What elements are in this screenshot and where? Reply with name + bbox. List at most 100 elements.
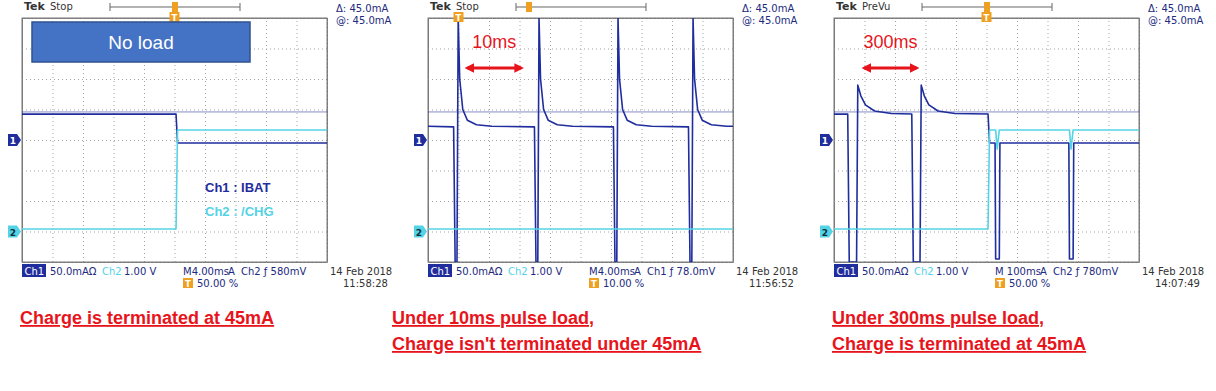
date: 14 Feb 2018: [736, 266, 798, 277]
record-bracket: [110, 3, 240, 11]
y-axis-line: [23, 19, 328, 263]
condition-label: No load: [108, 32, 174, 53]
grid-line: [22, 140, 327, 141]
graticule-frame: [22, 18, 327, 262]
trace: [834, 85, 1139, 262]
y-tick: [428, 79, 733, 80]
y-tick: [428, 201, 733, 202]
y-tick: [22, 140, 327, 141]
grid-line: [834, 110, 1139, 111]
reference-label: 2: [416, 228, 422, 238]
cursor-line: [22, 111, 327, 112]
trace: [22, 114, 327, 143]
channel-scale: 50.0mAΩ: [456, 266, 503, 277]
reference-shape: [8, 134, 21, 146]
y-tick: [22, 232, 327, 233]
y-tick: [428, 232, 733, 233]
state: PreVu: [862, 1, 890, 12]
x-tick: [865, 18, 866, 262]
grid-line: [22, 201, 327, 202]
grid-line: [642, 18, 643, 262]
reference-shape: [820, 226, 833, 238]
grid-line: [895, 18, 896, 262]
trigger-position-box: [183, 278, 193, 288]
x-tick: [1109, 18, 1110, 262]
graticule-frame: [834, 18, 1139, 262]
record-trigger-marker: [172, 2, 178, 12]
grid-line: [428, 140, 733, 141]
channel-name: Ch1: [431, 266, 451, 277]
state: Stop: [50, 1, 73, 12]
trigger-setting: Ch2 ƒ 580mV: [241, 266, 306, 277]
x-axis: [835, 18, 1140, 263]
grid-line: [428, 201, 733, 202]
timebase: M 100ms: [995, 266, 1041, 277]
y-tick: [428, 140, 733, 141]
record-trigger-marker: [984, 2, 990, 12]
trigger-setting: Ch1 ƒ 78.0mV: [647, 266, 716, 277]
reference-shape: [820, 134, 833, 146]
trigger-marker: [170, 12, 180, 22]
cursor-delta: Δ: 45.0mA: [742, 3, 794, 14]
reference-marker: 2: [8, 226, 21, 238]
trace: [834, 130, 1139, 229]
trigger-position-icon: T: [185, 279, 191, 289]
grid-line: [550, 18, 551, 262]
caption: Charge isn't terminated under 45mA: [392, 334, 701, 354]
channel-scale: 1.00 V: [124, 266, 156, 277]
brand: Tek: [24, 0, 46, 13]
x-tick: [611, 18, 612, 262]
y-tick: [22, 110, 327, 111]
trace: [428, 228, 733, 230]
scope-panel: 12TekStopTΔ: 45.0mA@: 45.0mACh150.0mAΩCh…: [414, 0, 798, 289]
channel-scale: 1.00 V: [530, 266, 562, 277]
y-tick: [22, 201, 327, 202]
y-tick: [22, 79, 327, 80]
reference-marker: 1: [414, 134, 427, 146]
caption: Under 300ms pulse load,: [832, 308, 1044, 328]
acquire-mode: A: [228, 266, 235, 277]
caption: Charge is terminated at 45mA: [20, 308, 274, 328]
trigger-position: 50.00 %: [197, 278, 238, 289]
grid-line: [22, 79, 327, 80]
y-tick: [834, 232, 1139, 233]
timebase: M4.00ms: [589, 266, 635, 277]
x-tick: [703, 18, 704, 262]
x-axis-line: [835, 18, 1140, 263]
y-axis: [834, 19, 1139, 263]
time: 11:56:52: [749, 278, 794, 289]
reference-shape: [414, 134, 427, 146]
x-axis: [23, 18, 328, 263]
trigger-position: 50.00 %: [1009, 278, 1050, 289]
reference-label: 1: [10, 136, 16, 146]
grid-line: [834, 140, 1139, 141]
channel-box: [428, 264, 452, 277]
channel-box: [22, 264, 46, 277]
grid-line: [865, 18, 866, 262]
x-tick: [297, 18, 298, 262]
scope-panel: 12TekPreVuTΔ: 45.0mA@: 45.0mACh150.0mAΩC…: [820, 0, 1204, 289]
trace: [428, 18, 733, 262]
cursor-delta: Δ: 45.0mA: [336, 3, 388, 14]
span-label: 300ms: [863, 32, 917, 52]
grid-line: [428, 232, 733, 233]
y-tick: [428, 110, 733, 111]
trigger-position-icon: T: [591, 279, 597, 289]
plot-area: [834, 85, 1139, 262]
grid-line: [834, 79, 1139, 80]
y-tick: [834, 140, 1139, 141]
trigger-position-icon: T: [997, 279, 1003, 289]
plot-area: [428, 18, 733, 262]
span-arrow: [864, 67, 916, 70]
y-axis-line: [835, 19, 1140, 263]
grid-line: [428, 171, 733, 172]
reference-marker: 2: [414, 226, 427, 238]
channel-name: Ch2: [102, 266, 122, 277]
grid-line: [22, 232, 327, 233]
reference-label: 2: [822, 228, 828, 238]
trigger-position-box: [589, 278, 599, 288]
x-tick: [550, 18, 551, 262]
reference-marker: 1: [8, 134, 21, 146]
grid-line: [956, 18, 957, 262]
x-tick: [642, 18, 643, 262]
